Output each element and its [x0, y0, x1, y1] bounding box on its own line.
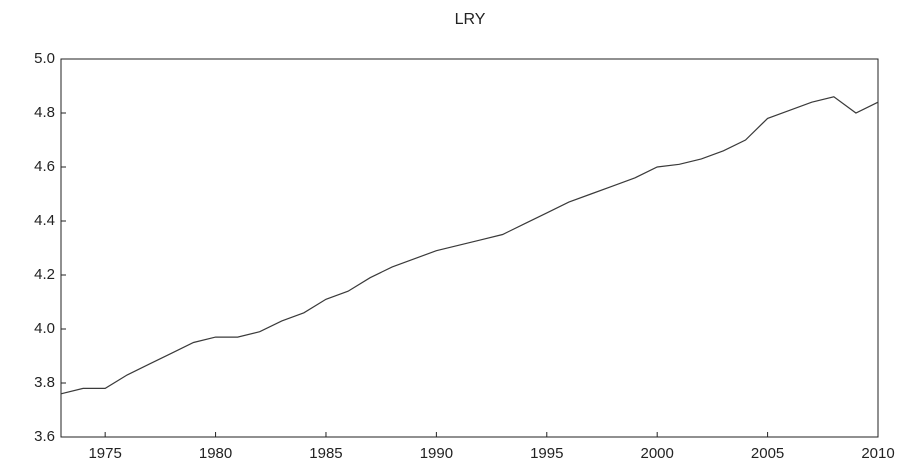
y-tick-label: 4.6: [34, 158, 55, 175]
x-tick-label: 2000: [641, 445, 674, 462]
y-tick-label: 3.6: [34, 428, 55, 445]
y-tick-label: 5.0: [34, 50, 55, 67]
x-tick-label: 1980: [199, 445, 232, 462]
x-tick-label: 1995: [530, 445, 563, 462]
chart-title: LRY: [455, 11, 486, 28]
y-tick-label: 4.2: [34, 266, 55, 283]
plot-frame: [60, 58, 879, 438]
data-line: [60, 96, 879, 395]
x-tick-label: 1975: [88, 445, 121, 462]
y-tick-label: 3.8: [34, 374, 55, 391]
y-tick-label: 4.0: [34, 320, 55, 337]
y-tick-label: 4.8: [34, 104, 55, 121]
x-tick-label: 1985: [309, 445, 342, 462]
x-tick-label: 1990: [420, 445, 453, 462]
x-tick-label: 2005: [751, 445, 784, 462]
x-tick-label: 2010: [861, 445, 894, 462]
y-tick-label: 4.4: [34, 212, 55, 229]
